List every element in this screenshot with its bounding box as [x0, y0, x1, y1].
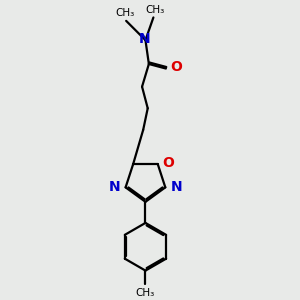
Text: N: N — [109, 180, 121, 194]
Text: CH₃: CH₃ — [116, 8, 135, 18]
Text: N: N — [170, 180, 182, 194]
Text: CH₃: CH₃ — [145, 5, 164, 15]
Text: O: O — [163, 156, 175, 170]
Text: N: N — [139, 32, 150, 46]
Text: CH₃: CH₃ — [136, 288, 155, 298]
Text: O: O — [170, 60, 182, 74]
